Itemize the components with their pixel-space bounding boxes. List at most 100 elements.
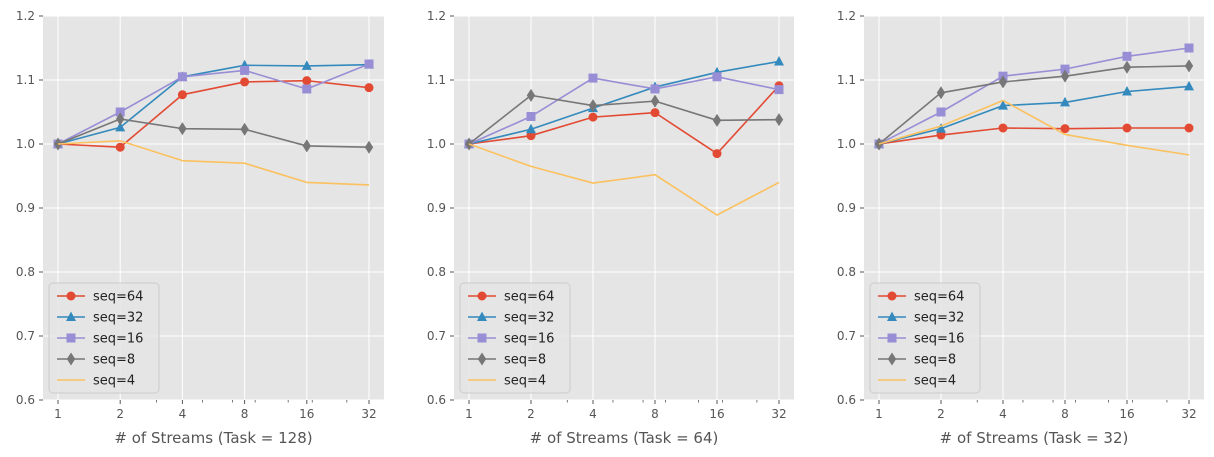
legend-marker [887, 352, 897, 366]
x-tick-label: 2 [527, 407, 535, 421]
legend-label: seq=4 [504, 374, 546, 389]
legend-label: seq=32 [504, 311, 554, 326]
legend-marker [477, 333, 487, 343]
legend-marker [887, 291, 897, 301]
data-point [178, 122, 187, 136]
legend-marker [887, 311, 897, 321]
y-tick-label: 1.1 [16, 73, 35, 87]
x-tick-label: 16 [1119, 407, 1134, 421]
legend-entry: seq=32 [57, 311, 143, 326]
y-tick-label: 0.7 [427, 329, 446, 343]
series-line [878, 127, 1189, 145]
data-point [177, 90, 187, 100]
y-tick-label: 1.2 [16, 9, 35, 23]
data-point [301, 60, 312, 70]
legend-entry: seq=4 [57, 374, 135, 389]
legend-entry: seq=32 [878, 311, 964, 326]
legend-label: seq=32 [914, 311, 964, 326]
data-point [1122, 60, 1132, 74]
data-point [240, 65, 250, 75]
data-point [1060, 124, 1070, 134]
legend-marker [66, 291, 76, 301]
data-point [998, 75, 1008, 89]
data-point [1060, 69, 1070, 83]
legend-marker [477, 352, 487, 366]
series-seq-8 [53, 112, 374, 154]
legend-label: seq=32 [93, 311, 143, 326]
legend-box [459, 282, 571, 394]
legend: seq=64 seq=32 seq=16 seq=8 seq=4 [869, 282, 981, 394]
x-tick-label: 1 [54, 407, 62, 421]
data-point [240, 77, 250, 87]
data-point [774, 113, 784, 127]
y-tick-label: 0.7 [837, 329, 856, 343]
y-tick-label: 1.2 [427, 9, 446, 23]
y-tick-label: 1.0 [16, 137, 35, 151]
data-point [1184, 123, 1194, 133]
y-tick-label: 0.8 [837, 265, 856, 279]
data-point [998, 100, 1008, 110]
y-tick-label: 1.1 [427, 73, 446, 87]
legend-marker [477, 311, 487, 321]
x-tick-label: 1 [875, 407, 883, 421]
data-point [936, 130, 946, 140]
data-point [526, 131, 536, 141]
data-point [526, 88, 536, 102]
series-line [468, 76, 780, 145]
series-line [878, 99, 1190, 156]
series-line [468, 94, 780, 145]
series-line [57, 63, 370, 145]
x-axis-label: # of Streams (Task = 64) [530, 429, 719, 447]
chart-panel-2: 0.6 0.7 0.8 0.9 1.0 1.1 1.2 1 2 4 8 16 32 # of Stream… [427, 9, 794, 447]
data-point [712, 113, 722, 127]
data-point [302, 139, 311, 153]
y-tick-label: 0.6 [837, 393, 856, 407]
legend-label: seq=8 [504, 353, 546, 368]
legend-entry: seq=8 [878, 352, 956, 368]
legend-marker [66, 311, 76, 321]
data-point [1060, 64, 1070, 74]
series-line [468, 85, 780, 155]
legend-entry: seq=64 [468, 290, 554, 305]
data-point [712, 149, 722, 159]
data-point [1184, 80, 1194, 91]
legend-marker [66, 352, 76, 366]
data-point [240, 122, 249, 136]
x-tick-label: 32 [1181, 407, 1196, 421]
x-tick-label: 8 [651, 407, 659, 421]
data-point [936, 123, 946, 133]
data-point [1184, 59, 1194, 73]
legend-label: seq=64 [914, 290, 964, 305]
data-point [115, 142, 125, 152]
legend-label: seq=8 [93, 353, 135, 368]
series-seq-4 [878, 99, 1190, 156]
data-point [650, 84, 660, 94]
chart-panel-3: 0.6 0.7 0.8 0.9 1.0 1.1 1.2 1 2 4 8 16 32 # of Stream… [837, 9, 1204, 447]
x-axis-label: # of Streams (Task = 128) [114, 429, 312, 447]
legend-entry: seq=8 [57, 352, 135, 368]
legend-label: seq=16 [914, 332, 964, 347]
legend-label: seq=16 [93, 332, 143, 347]
data-point [302, 76, 312, 86]
series-line [57, 79, 370, 148]
legend-entry: seq=16 [57, 332, 143, 347]
series-seq-8 [874, 59, 1194, 151]
y-tick-label: 1.0 [837, 137, 856, 151]
data-point [177, 72, 187, 82]
data-point [998, 123, 1008, 133]
x-tick-label: 32 [771, 407, 786, 421]
data-point [116, 112, 125, 126]
data-point [1122, 123, 1132, 133]
x-axis-label: # of Streams (Task = 32) [940, 429, 1129, 447]
data-point [364, 59, 374, 69]
data-point [588, 112, 598, 122]
series-line [878, 47, 1190, 145]
data-point [526, 111, 536, 121]
data-point [364, 83, 374, 93]
series-line [468, 60, 780, 145]
legend-entry: seq=64 [57, 290, 143, 305]
data-point [302, 84, 312, 94]
legend-entry: seq=16 [468, 332, 554, 347]
legend-entry: seq=32 [468, 311, 554, 326]
series-line [57, 63, 370, 145]
